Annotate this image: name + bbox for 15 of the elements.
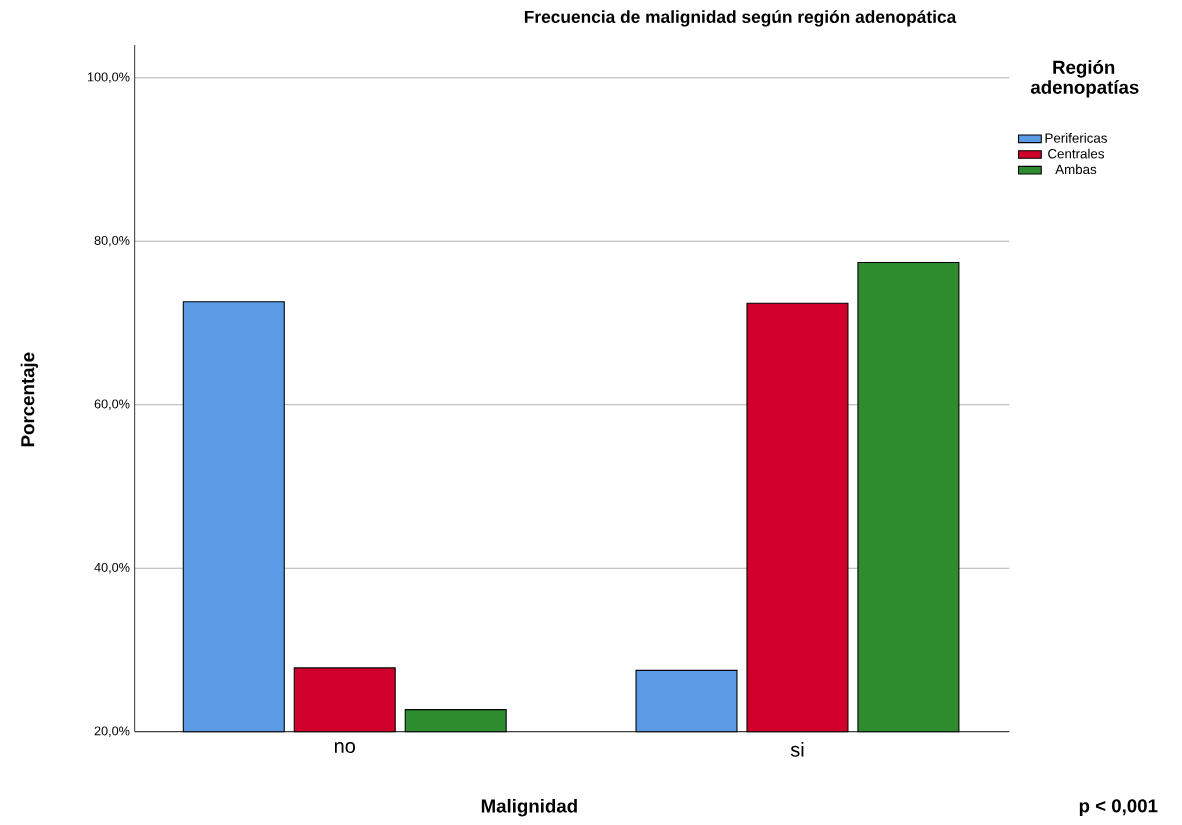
legend-label: Ambas: [1055, 164, 1097, 175]
x-tick-label: no: [334, 742, 356, 754]
y-tick-label: 100,0%: [87, 72, 130, 83]
x-axis-title: Malignidad: [481, 798, 577, 817]
legend-title: Región adenopatías: [1030, 60, 1139, 98]
y-tick-label: 80,0%: [94, 235, 130, 247]
text: p < 0,001: [1079, 799, 1158, 817]
y-tick-label: 40,0%: [94, 562, 130, 574]
chart-title: Frecuencia de malignidad según región adenopática: [524, 10, 957, 27]
legend-label: Perifericas: [1045, 133, 1107, 143]
legend-label: Centrales: [1048, 148, 1105, 159]
x-tick-label: si: [790, 742, 804, 757]
y-tick-label: 20,0%: [94, 726, 130, 737]
y-tick-label: 60,0%: [94, 399, 130, 410]
y-axis-title: Porcentaje: [20, 352, 39, 447]
